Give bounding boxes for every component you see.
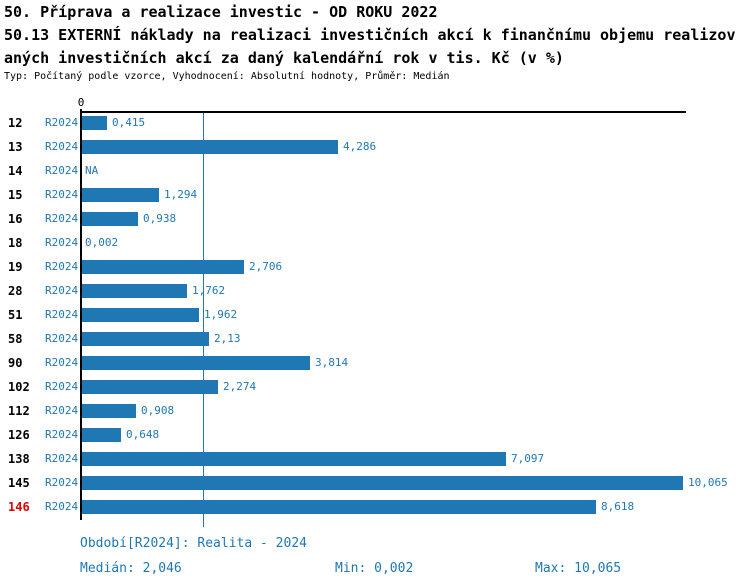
row-category-label: 51 <box>8 308 23 322</box>
bar <box>82 476 683 490</box>
row-period-label: R2024 <box>45 476 79 489</box>
row-period-label: R2024 <box>45 260 79 273</box>
bar-value-label: 7,097 <box>511 452 545 465</box>
max-label: Max: 10,065 <box>535 561 622 576</box>
row-category-label: 138 <box>8 452 30 466</box>
row-category-label: 16 <box>8 212 23 226</box>
row-category-label: 14 <box>8 164 23 178</box>
row-period-label: R2024 <box>45 308 79 321</box>
bar-value-label: 0,908 <box>141 404 175 417</box>
median-label: Medián: 2,046 <box>80 561 182 576</box>
bar <box>82 356 310 370</box>
bar-value-label: 3,814 <box>315 356 349 369</box>
row-period-label: R2024 <box>45 188 79 201</box>
bar-value-label: 0,415 <box>112 116 146 129</box>
bar <box>82 500 596 514</box>
row-category-label: 19 <box>8 260 23 274</box>
bar <box>82 116 107 130</box>
row-category-label: 15 <box>8 188 23 202</box>
row-period-label: R2024 <box>45 284 79 297</box>
bar-value-label: 8,618 <box>601 500 635 513</box>
bar <box>82 332 209 346</box>
row-category-label: 58 <box>8 332 23 346</box>
row-category-label: 90 <box>8 356 23 370</box>
row-period-label: R2024 <box>45 116 79 129</box>
bar-value-label: 0,648 <box>126 428 160 441</box>
bar <box>82 284 187 298</box>
bar-value-label: 2,274 <box>223 380 257 393</box>
row-category-label: 102 <box>8 380 30 394</box>
row-period-label: R2024 <box>45 452 79 465</box>
bar <box>82 404 136 418</box>
row-period-label: R2024 <box>45 332 79 345</box>
bar-value-label: 0,938 <box>143 212 177 225</box>
row-period-label: R2024 <box>45 428 79 441</box>
row-period-label: R2024 <box>45 212 79 225</box>
row-period-label: R2024 <box>45 236 79 249</box>
row-category-label: 12 <box>8 116 23 130</box>
bar-value-label: 1,962 <box>204 308 238 321</box>
bar-value-label: 1,294 <box>164 188 198 201</box>
row-period-label: R2024 <box>45 356 79 369</box>
bar <box>82 308 199 322</box>
row-category-label: 126 <box>8 428 30 442</box>
bar-value-label: 4,286 <box>343 140 377 153</box>
bar-value-label: 10,065 <box>688 476 728 489</box>
bar-value-label: NA <box>85 164 99 177</box>
bar-value-label: 2,706 <box>249 260 283 273</box>
row-period-label: R2024 <box>45 380 79 393</box>
x-axis-zero-tick-label: 0 <box>77 96 85 109</box>
bar <box>82 188 159 202</box>
row-category-label: 146 <box>8 500 30 514</box>
row-category-label: 18 <box>8 236 23 250</box>
row-period-label: R2024 <box>45 164 79 177</box>
row-category-label: 145 <box>8 476 30 490</box>
x-axis-line <box>80 111 686 113</box>
row-category-label: 112 <box>8 404 30 418</box>
chart-title-line-1: 50. Příprava a realizace investic - OD R… <box>4 3 438 21</box>
bar-value-label: 0,002 <box>85 236 119 249</box>
bar <box>82 428 121 442</box>
row-category-label: 28 <box>8 284 23 298</box>
bar <box>82 452 506 466</box>
bar-value-label: 1,762 <box>192 284 226 297</box>
row-period-label: R2024 <box>45 140 79 153</box>
chart-meta-line: Typ: Počítaný podle vzorce, Vyhodnocení:… <box>4 71 450 82</box>
min-label: Min: 0,002 <box>335 561 414 576</box>
row-category-label: 13 <box>8 140 23 154</box>
chart-title-line-2: 50.13 EXTERNÍ náklady na realizaci inves… <box>4 26 736 44</box>
bar <box>82 140 338 154</box>
median-line <box>203 113 204 527</box>
row-period-label: R2024 <box>45 500 79 513</box>
chart-title-line-3: aných investičních akcí za daný kalendář… <box>4 49 564 67</box>
bar-value-label: 2,13 <box>214 332 241 345</box>
bar <box>82 380 218 394</box>
y-axis-line <box>80 109 82 520</box>
bar <box>82 260 244 274</box>
period-label: Období[R2024]: Realita - 2024 <box>80 536 307 551</box>
bar <box>82 212 138 226</box>
row-period-label: R2024 <box>45 404 79 417</box>
